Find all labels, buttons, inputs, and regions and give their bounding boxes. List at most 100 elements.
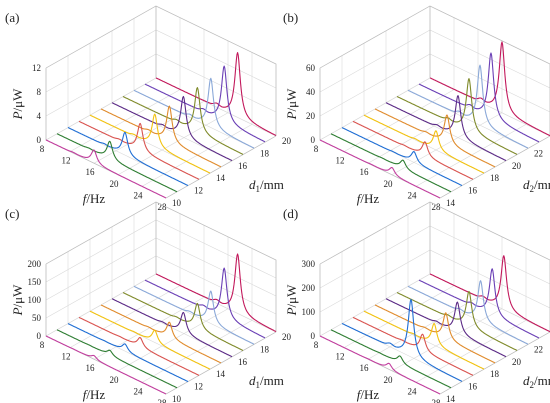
axis-box xyxy=(155,201,277,332)
axis-box xyxy=(45,201,157,265)
y-axis-symbol: d xyxy=(523,177,530,192)
x-tick-label: 8 xyxy=(314,340,319,350)
series-line-9 xyxy=(418,268,540,339)
z-tick-label: 0 xyxy=(37,135,42,145)
z-axis-title: P/μW xyxy=(10,284,25,317)
y-tick-label: 16 xyxy=(238,357,248,367)
z-axis-title: P/μW xyxy=(284,88,299,121)
series-line-8 xyxy=(407,280,529,345)
grid-line xyxy=(117,308,229,372)
z-tick-label: 4 xyxy=(37,111,42,121)
z-tick-label: 300 xyxy=(302,259,316,269)
axis-box xyxy=(319,5,431,69)
z-tick-label: 50 xyxy=(32,313,42,323)
z-axis-unit: /μW xyxy=(10,88,25,112)
x-tick-label: 12 xyxy=(336,352,345,362)
axis-box xyxy=(45,264,277,395)
grid-line xyxy=(367,296,479,360)
z-tick-label: 200 xyxy=(28,259,42,269)
y-tick-label: 12 xyxy=(194,382,203,392)
z-tick-label: 40 xyxy=(306,87,316,97)
axis-box xyxy=(319,201,431,265)
series-line-0 xyxy=(319,139,441,199)
series-line-4 xyxy=(89,310,211,370)
x-axis-symbol: f xyxy=(357,191,363,206)
y-tick-label: 20 xyxy=(282,136,292,146)
y-tick-label: 14 xyxy=(446,198,456,208)
x-axis-title: f/Hz xyxy=(83,387,106,402)
series-line-2 xyxy=(67,127,189,186)
y-axis-unit: /mm xyxy=(534,177,550,192)
z-tick-label: 8 xyxy=(37,87,42,97)
z-axis-unit: /μW xyxy=(10,284,25,308)
y-axis-symbol: d xyxy=(249,373,256,388)
grid-line xyxy=(45,273,277,337)
x-axis-unit: /Hz xyxy=(86,191,105,206)
panel-3: 812162024281416182022240100200300f/Hzd2/… xyxy=(283,201,550,403)
x-axis-symbol: f xyxy=(83,191,89,206)
x-tick-label: 12 xyxy=(62,352,71,362)
x-tick-label: 24 xyxy=(134,386,144,396)
x-tick-label: 24 xyxy=(134,190,144,200)
y-axis-unit: /mm xyxy=(534,373,550,388)
y-axis-symbol: d xyxy=(523,373,530,388)
grid-line xyxy=(45,219,277,283)
series-line-8 xyxy=(133,77,255,149)
y-tick-label: 18 xyxy=(490,369,500,379)
series-line-9 xyxy=(418,52,540,143)
y-axis-symbol: d xyxy=(249,177,256,192)
y-tick-label: 14 xyxy=(446,394,456,403)
series-line-3 xyxy=(78,120,200,180)
grid-line xyxy=(319,225,550,289)
y-axis-subscript: 2 xyxy=(530,380,535,390)
y-tick-label: 10 xyxy=(172,394,182,403)
axis-box xyxy=(155,5,277,136)
z-axis-unit: /μW xyxy=(284,284,299,308)
series-line-7 xyxy=(122,87,244,155)
y-tick-label: 18 xyxy=(490,173,500,183)
grid-line xyxy=(319,5,550,69)
y-tick-label: 20 xyxy=(512,161,522,171)
y-tick-label: 10 xyxy=(172,198,182,208)
z-axis-title: P/μW xyxy=(10,88,25,121)
x-axis-unit: /Hz xyxy=(360,191,379,206)
series-line-9 xyxy=(144,65,266,143)
z-axis-unit: /μW xyxy=(284,88,299,112)
series-line-3 xyxy=(352,120,474,180)
x-tick-label: 16 xyxy=(86,167,96,177)
panel-label: (d) xyxy=(283,206,298,221)
series-line-0 xyxy=(319,335,441,395)
x-tick-label: 28 xyxy=(158,398,168,403)
y-axis-title: d1/mm xyxy=(249,373,284,390)
series-line-7 xyxy=(122,292,244,351)
grid-line xyxy=(117,112,229,176)
y-tick-label: 20 xyxy=(282,332,292,342)
grid-line xyxy=(319,53,550,117)
y-tick-label: 12 xyxy=(194,186,203,196)
panel-0: 8 12 16 20 24 28 10 12 14 16 18 20 0 4 8 12 f/Hz d1/mm P/μ… xyxy=(5,5,292,212)
panel-label: (a) xyxy=(5,10,19,25)
series-line-5 xyxy=(374,304,496,364)
series-line-10 xyxy=(155,52,277,136)
axis-box xyxy=(319,264,550,395)
z-tick-label: 12 xyxy=(32,63,41,73)
x-axis-unit: /Hz xyxy=(360,387,379,402)
series-line-6 xyxy=(385,298,507,358)
series-line-2 xyxy=(67,323,189,383)
x-tick-label: 20 xyxy=(384,375,394,385)
x-tick-label: 16 xyxy=(360,363,370,373)
x-tick-label: 20 xyxy=(110,375,120,385)
grid-line xyxy=(45,5,277,69)
series-line-8 xyxy=(407,64,529,149)
y-tick-label: 16 xyxy=(468,382,478,392)
grid-line xyxy=(319,249,550,313)
z-tick-label: 100 xyxy=(28,295,42,305)
y-tick-label: 22 xyxy=(534,344,543,354)
z-tick-label: 60 xyxy=(306,63,316,73)
y-axis-subscript: 2 xyxy=(530,184,535,194)
series-line-1 xyxy=(56,133,178,193)
panel-label: (b) xyxy=(283,10,298,25)
y-tick-label: 16 xyxy=(468,186,478,196)
series-line-5 xyxy=(100,304,222,364)
